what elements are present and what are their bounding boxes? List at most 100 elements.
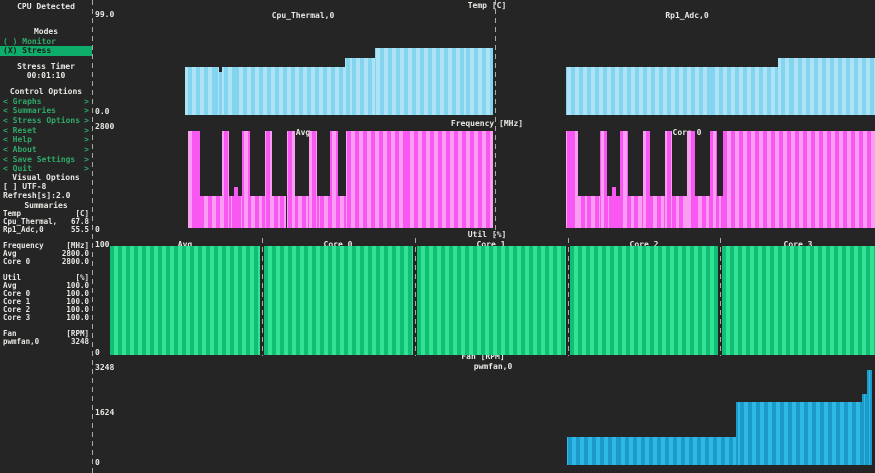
- menu-item-stress-options[interactable]: < Stress Options >: [3, 115, 89, 125]
- graph-freq-right-bars: [710, 131, 717, 228]
- graph-fan-bars: [736, 402, 862, 465]
- graph-freq-right-bars: [612, 187, 616, 228]
- graph-temp-left-bars: [375, 48, 493, 115]
- graph-fan: [110, 367, 875, 465]
- graph-freq-left: [112, 131, 493, 228]
- sidebar-divider: [92, 0, 93, 473]
- summaries-title: Summaries: [24, 201, 68, 210]
- temp-right-series-label: Rp1_Adc,0: [665, 10, 709, 20]
- summary-cpu-thermal-: Cpu_Thermal, 67.8: [3, 216, 89, 226]
- stress-timer-value: 00:01:10: [26, 71, 66, 80]
- temp-section-title: Temp [C]: [467, 1, 507, 10]
- graph-freq-right-bars: [578, 196, 600, 228]
- summary-core-3: Core 3 100.0: [3, 312, 89, 322]
- graph-util-core0: [264, 246, 413, 355]
- graph-freq-right-bars: [643, 131, 650, 228]
- graph-freq-right-bars: [687, 131, 695, 228]
- utf8-checkbox[interactable]: [ ] UTF-8: [3, 182, 47, 191]
- graph-freq-left-bars: [234, 187, 238, 228]
- graph-temp-right-bars: [778, 58, 875, 115]
- summary-fan: Fan [RPM]: [3, 328, 89, 338]
- freq-section-title: Frequency [MHz]: [450, 118, 524, 128]
- util-section-title: Util [%]: [467, 230, 507, 239]
- graph-freq-right-bars: [650, 196, 665, 228]
- graph-temp-right: [499, 14, 875, 115]
- menu-item-summaries[interactable]: < Summaries >: [3, 106, 89, 116]
- util-divider-1: [262, 238, 263, 356]
- graph-freq-left-bars: [265, 131, 272, 228]
- graph-freq-left-bars: [229, 196, 234, 228]
- graph-util-avg-bars: [110, 246, 260, 355]
- modes-title: Modes: [33, 27, 59, 36]
- graph-util-core3-bars: [722, 246, 875, 355]
- summary-core-0: Core 0 100.0: [3, 288, 89, 298]
- menu-item-save-settings[interactable]: < Save Settings >: [3, 154, 89, 164]
- fan-axis-max: 3248: [95, 363, 115, 372]
- graph-util-core2-bars: [570, 246, 718, 355]
- menu-item-help[interactable]: < Help >: [3, 135, 89, 145]
- graph-freq-left-bars: [338, 196, 346, 228]
- graph-freq-right-bars: [566, 131, 578, 228]
- summary-rp1-adc-0: Rp1_Adc,0 55.5: [3, 224, 89, 234]
- graph-freq-left-bars: [317, 196, 330, 228]
- cpu-detected-header: CPU Detected: [17, 2, 75, 11]
- graph-freq-left-bars: [242, 131, 250, 228]
- util-divider-4: [720, 238, 721, 356]
- graph-freq-left-bars: [330, 131, 338, 228]
- graph-freq-right-bars: [672, 196, 687, 228]
- graph-util-core0-bars: [264, 246, 413, 355]
- menu-item-reset[interactable]: < Reset >: [3, 125, 89, 135]
- mode-stress[interactable]: (X) Stress: [0, 46, 92, 56]
- graph-temp-left-bars: [345, 58, 375, 115]
- graph-freq-left-bars: [346, 131, 493, 228]
- control-options-title: Control Options: [9, 87, 83, 96]
- graph-fan-bars: [862, 394, 867, 465]
- graph-freq-left-bars: [200, 196, 222, 228]
- fan-series-label: pwmfan,0: [473, 361, 513, 371]
- graph-util-avg: [110, 246, 260, 355]
- graph-freq-right-bars: [723, 131, 875, 228]
- graph-util-core2: [570, 246, 718, 355]
- visual-options-title: Visual Options: [12, 173, 80, 182]
- graph-freq-right-bars: [628, 196, 643, 228]
- freq-right-series-label: Core 0: [672, 128, 702, 137]
- summary-util: Util [%]: [3, 272, 89, 282]
- menu-item-quit[interactable]: < Quit >: [3, 164, 89, 174]
- stress-timer-title: Stress Timer: [17, 62, 75, 71]
- summary-avg: Avg 100.0: [3, 280, 89, 290]
- fan-section-title: Fan [RPM]: [461, 351, 505, 361]
- graph-temp-right-bars: [566, 67, 778, 115]
- temp-left-series-label: Cpu_Thermal,0: [271, 10, 335, 20]
- graph-temp-left: [112, 14, 493, 115]
- refresh-rate-field[interactable]: Refresh[s]:2.0: [3, 190, 71, 200]
- fan-axis-mid: 1624: [95, 408, 115, 417]
- menu-item-graphs[interactable]: < Graphs >: [3, 96, 89, 106]
- graph-freq-left-bars: [272, 196, 286, 228]
- util-header-core-2: Core 2: [629, 240, 659, 249]
- graph-temp-left-bars: [222, 67, 345, 115]
- mode-monitor[interactable]: ( ) Monitor: [3, 36, 56, 46]
- graph-freq-left-bars: [309, 131, 317, 228]
- graph-freq-right-bars: [717, 196, 723, 228]
- summary-core-2: Core 2 100.0: [3, 304, 89, 314]
- summary-avg: Avg 2800.0: [3, 248, 89, 258]
- graph-freq-left-bars: [222, 131, 229, 228]
- graph-freq-right: [499, 131, 875, 228]
- menu-item-about[interactable]: < About >: [3, 145, 89, 154]
- graph-fan-bars: [867, 370, 872, 465]
- graph-freq-right-bars: [607, 196, 612, 228]
- temp-freq-center-divider: [495, 0, 496, 236]
- graph-util-core3: [722, 246, 875, 355]
- graph-freq-left-bars: [295, 196, 309, 228]
- temp-axis-min: 0.0: [95, 107, 110, 116]
- graph-freq-left-bars: [188, 131, 200, 228]
- graph-freq-left-bars: [287, 131, 295, 228]
- temp-axis-max: 99.0: [95, 10, 115, 19]
- graph-util-core1: [417, 246, 566, 355]
- util-axis-min: 0: [95, 348, 100, 357]
- graph-freq-right-bars: [695, 196, 710, 228]
- fan-axis-min: 0: [95, 458, 100, 467]
- freq-axis-min: 0: [95, 225, 100, 234]
- graph-temp-left-bars: [185, 67, 219, 115]
